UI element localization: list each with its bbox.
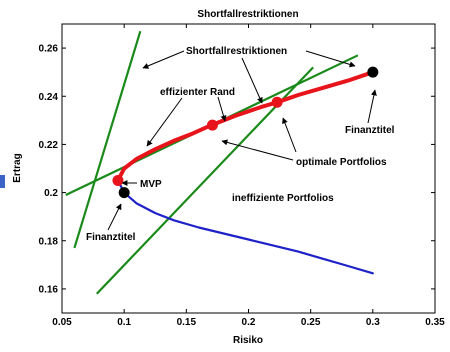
arrow-finanztitel-right (367, 89, 377, 124)
x-tick-label-3: 0.15 (177, 317, 197, 328)
x-tick-label-2: 0.1 (117, 317, 131, 328)
data-point-2 (206, 119, 218, 131)
plot-area (61, 23, 436, 314)
arrow-shortfall-left (142, 50, 185, 69)
arrow-optimal-1 (221, 139, 294, 161)
annotation-finanztitel-right: Finanztitel (345, 125, 395, 136)
annotation-finanztitel-left: Finanztitel (86, 232, 136, 243)
y-axis-label: Ertrag (12, 153, 23, 182)
arrow-efficient-right (217, 96, 227, 122)
y-tick-label-3: 0.2 (44, 188, 58, 199)
x-axis-label: Risiko (233, 335, 263, 346)
arrow-finanztitel-left (107, 203, 122, 231)
x-tick-label-4: 0.2 (242, 317, 256, 328)
arrow-shortfall-middle (241, 57, 263, 104)
x-tick-label-1: 0.05 (52, 317, 72, 328)
data-point-4 (118, 187, 130, 199)
data-point-1 (112, 175, 124, 187)
shortfall-line-1 (73, 30, 142, 249)
arrow-shortfall-right (305, 50, 356, 68)
x-tick-label-7: 0.35 (425, 317, 445, 328)
y-tick-label-1: 0.16 (39, 284, 59, 295)
data-point-3 (271, 96, 283, 108)
x-tick-label-5: 0.25 (301, 317, 321, 328)
y-tick-label-2: 0.18 (39, 236, 59, 247)
inefficient-frontier-line (116, 179, 374, 275)
arrow-efficient-left (146, 97, 183, 147)
chart-title: Shortfallrestriktionen (197, 9, 298, 20)
y-tick-label-5: 0.24 (39, 92, 59, 103)
left-edge-bar (0, 175, 5, 188)
annotation-inefficient-portfolios: ineffiziente Portfolios (232, 193, 334, 204)
y-tick-label-6: 0.26 (39, 44, 59, 55)
data-point-5 (367, 66, 379, 78)
x-tick-label-6: 0.3 (366, 317, 380, 328)
arrow-optimal-2 (282, 117, 297, 153)
y-tick-label-4: 0.22 (39, 140, 59, 151)
annotation-mvp: MVP (140, 179, 162, 190)
annotation-efficient-frontier: effizienter Rand (160, 87, 235, 98)
annotation-optimal-portfolios: optimale Portfolios (296, 157, 387, 168)
annotation-shortfall: Shortfallrestriktionen (186, 46, 287, 57)
